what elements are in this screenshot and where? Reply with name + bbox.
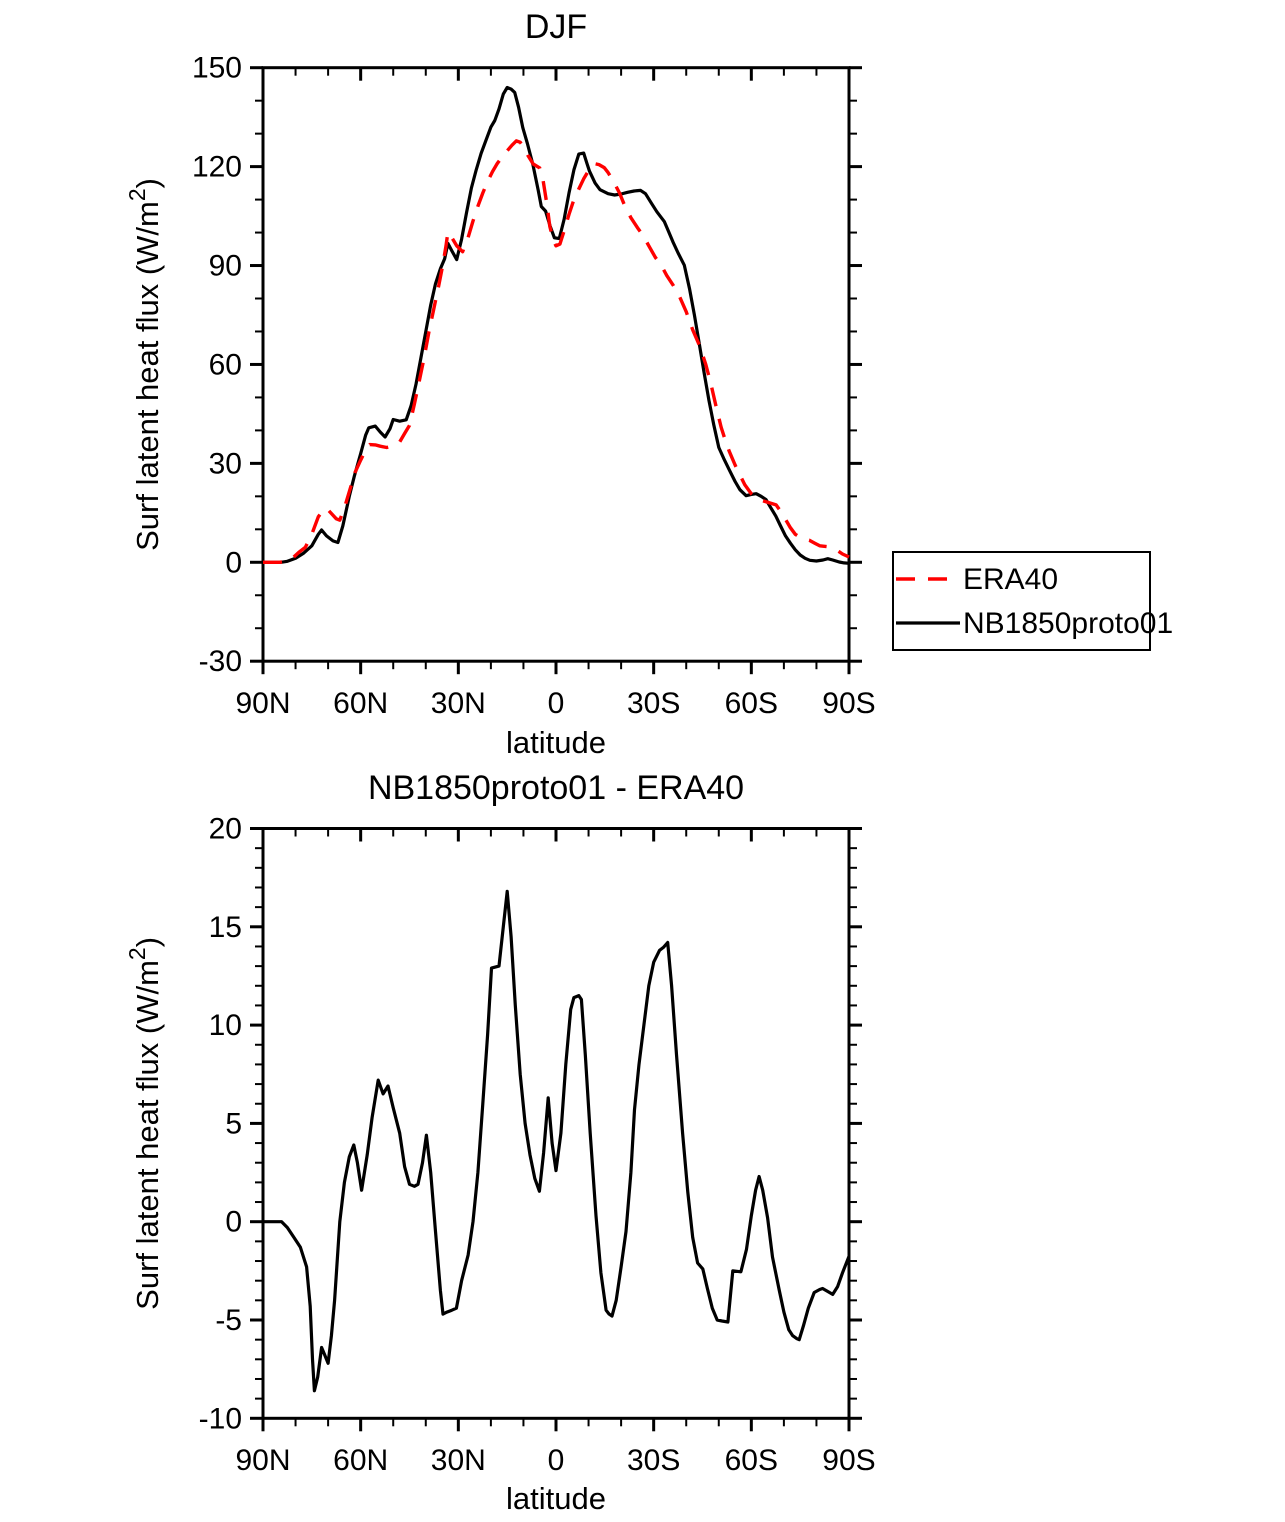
y-tick-label: 15 <box>209 911 242 944</box>
plot-frame <box>261 66 851 663</box>
plot-frame <box>261 827 851 1420</box>
y-tick-label: 10 <box>209 1009 242 1042</box>
legend: ERA40 NB1850proto01 <box>892 551 1173 651</box>
y-tick-label: -10 <box>199 1402 242 1435</box>
legend-era40-label: ERA40 <box>963 563 1058 596</box>
y-tick-label: 0 <box>225 1206 242 1239</box>
axis-ticks <box>250 827 862 1432</box>
x-tick-label: 30S <box>627 687 680 720</box>
nb1850proto01-era40-curve <box>263 889 851 1393</box>
x-tick-label: 30S <box>627 1444 680 1477</box>
djf-chart: 90N 60N 30N 0 30S 60S 90S -30 0 30 60 90 120 150 DJF la… <box>124 8 1173 760</box>
axis-ticks <box>250 66 862 675</box>
chart-title: NB1850proto01 - ERA40 <box>368 769 744 807</box>
x-tick-label: 90N <box>235 687 290 720</box>
x-tick-label: 0 <box>548 687 565 720</box>
chart-title: DJF <box>525 8 587 46</box>
x-tick-label: 30N <box>431 1444 486 1477</box>
nb1850proto01-curve <box>263 85 850 565</box>
y-tick-label: 0 <box>225 546 242 579</box>
x-tick-label: 60N <box>333 687 388 720</box>
x-tick-label: 90N <box>235 1444 290 1477</box>
y-tick-label: 60 <box>209 348 242 381</box>
y-tick-label: -5 <box>215 1304 242 1337</box>
x-tick-label: 30N <box>431 687 486 720</box>
x-axis-title: latitude <box>506 725 606 760</box>
x-tick-label: 90S <box>822 1444 875 1477</box>
era40-curve <box>263 139 850 564</box>
y-tick-label: 150 <box>192 52 242 85</box>
x-tick-label: 90S <box>822 687 875 720</box>
legend-box <box>892 551 1151 651</box>
difference-chart: 90N 60N 30N 0 30S 60S 90S -10 -5 0 5 10 15 20 NB1850pr… <box>124 769 876 1516</box>
y-tick-label: 5 <box>225 1107 242 1140</box>
y-axis-title: Surf latent heat flux (W/m2) <box>124 178 165 551</box>
y-tick-label: 90 <box>209 250 242 283</box>
x-axis-title: latitude <box>506 1481 606 1516</box>
y-axis-title: Surf latent heat flux (W/m2) <box>124 937 165 1310</box>
x-tick-label: 60N <box>333 1444 388 1477</box>
x-tick-label: 0 <box>548 1444 565 1477</box>
legend-nb1850proto01-label: NB1850proto01 <box>963 607 1173 640</box>
y-tick-label: 120 <box>192 151 242 184</box>
x-tick-label: 60S <box>725 687 778 720</box>
y-tick-label: 20 <box>209 813 242 846</box>
y-tick-label: -30 <box>199 645 242 678</box>
x-tick-label: 60S <box>725 1444 778 1477</box>
y-tick-label: 30 <box>209 447 242 480</box>
